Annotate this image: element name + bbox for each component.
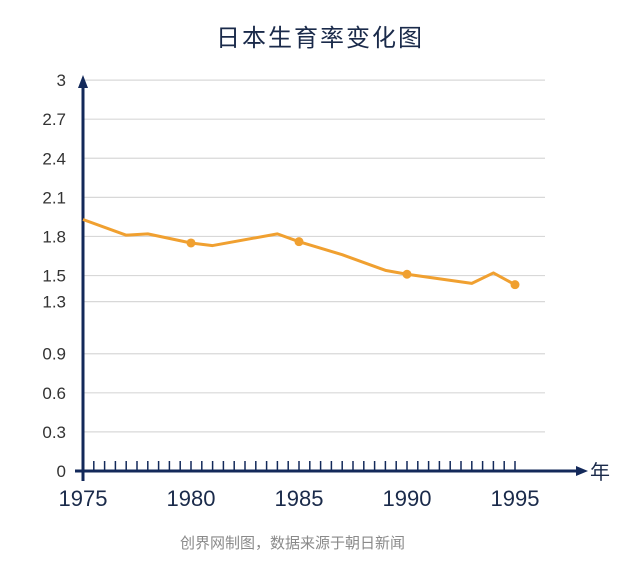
data-point bbox=[402, 269, 412, 279]
y-tick-label: 3 bbox=[57, 71, 66, 90]
data-point bbox=[186, 238, 196, 248]
y-tick-label: 0 bbox=[57, 462, 66, 481]
y-tick-label: 1.5 bbox=[42, 267, 66, 286]
y-axis-arrow bbox=[78, 75, 88, 88]
data-point bbox=[294, 237, 304, 247]
data-point bbox=[510, 280, 520, 290]
x-tick-label: 1975 bbox=[59, 486, 108, 511]
x-tick-label: 1980 bbox=[167, 486, 216, 511]
series-line bbox=[82, 218, 516, 286]
y-tick-label: 2.4 bbox=[42, 149, 66, 168]
y-tick-label: 1.3 bbox=[42, 293, 66, 312]
y-tick-label: 0.6 bbox=[42, 384, 66, 403]
y-tick-label: 0.3 bbox=[42, 423, 66, 442]
x-axis-label: 年 bbox=[590, 460, 610, 484]
x-axis-arrow bbox=[576, 466, 588, 476]
source-note: 创界网制图，数据来源于朝日新闻 bbox=[180, 534, 406, 552]
y-tick-label: 2.7 bbox=[42, 110, 66, 129]
y-tick-label: 1.8 bbox=[42, 227, 66, 246]
x-tick-label: 1990 bbox=[383, 486, 432, 511]
y-tick-label: 2.1 bbox=[42, 188, 66, 207]
y-tick-label: 0.9 bbox=[42, 345, 66, 364]
chart-title: 日本生育率变化图 bbox=[216, 24, 424, 52]
x-tick-label: 1995 bbox=[491, 486, 540, 511]
x-tick-label: 1985 bbox=[275, 486, 324, 511]
